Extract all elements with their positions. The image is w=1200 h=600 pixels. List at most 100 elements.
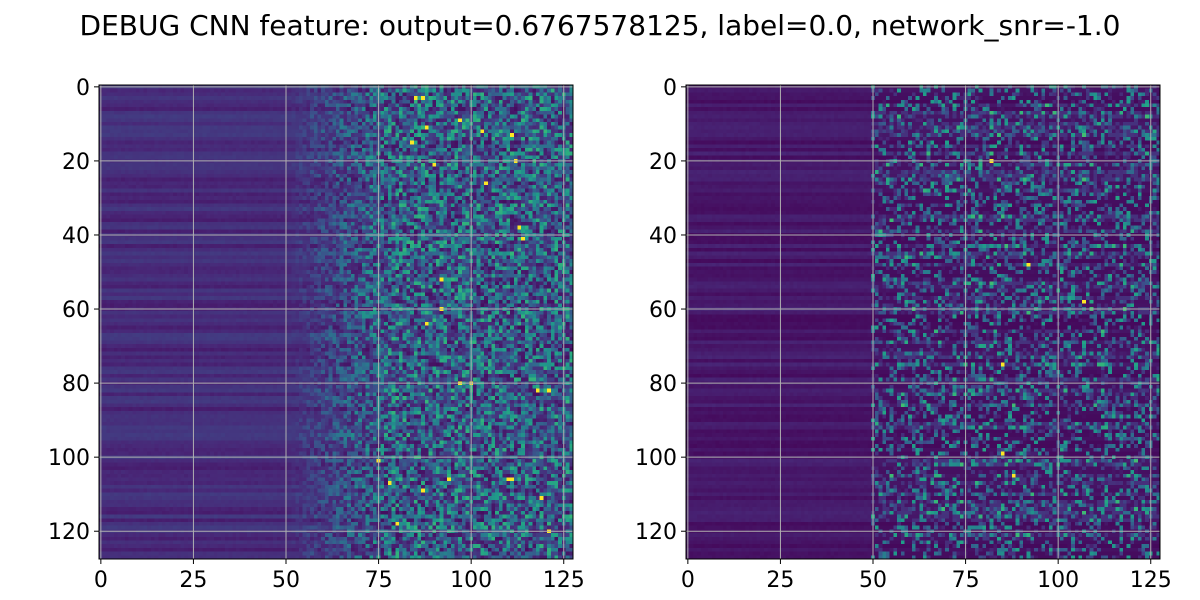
heatmap-cell (436, 181, 440, 185)
heatmap-cell (554, 189, 558, 193)
heatmap-cell (125, 215, 129, 219)
heatmap-cell (206, 152, 210, 156)
heatmap-cell (210, 144, 214, 148)
heatmap-cell (432, 200, 436, 204)
heatmap-cell (340, 178, 344, 182)
heatmap-cell (262, 166, 266, 170)
heatmap-cell (232, 152, 236, 156)
heatmap-cell (543, 192, 547, 196)
heatmap-cell (266, 89, 270, 93)
heatmap-cell (232, 118, 236, 122)
heatmap-cell (258, 152, 262, 156)
heatmap-cell (480, 141, 484, 145)
heatmap-cell (380, 92, 384, 96)
heatmap-cell (384, 111, 388, 115)
heatmap-cell (380, 200, 384, 204)
heatmap-cell (347, 129, 351, 133)
heatmap-cell (110, 111, 114, 115)
heatmap-cell (218, 185, 222, 189)
heatmap-cell (429, 174, 433, 178)
heatmap-cell (473, 155, 477, 159)
heatmap-cell (232, 174, 236, 178)
heatmap-cell (184, 163, 188, 167)
heatmap-cell (243, 152, 247, 156)
heatmap-cell (206, 211, 210, 215)
heatmap-cell (210, 178, 214, 182)
heatmap-cell (495, 100, 499, 104)
heatmap-cell (232, 100, 236, 104)
heatmap-cell (236, 107, 240, 111)
heatmap-cell (188, 148, 192, 152)
heatmap-cell (499, 200, 503, 204)
heatmap-cell (299, 96, 303, 100)
heatmap-cell (403, 152, 407, 156)
heatmap-cell (273, 207, 277, 211)
heatmap-cell (473, 170, 477, 174)
heatmap-cell (147, 155, 151, 159)
heatmap-cell (525, 178, 529, 182)
heatmap-cell (162, 137, 166, 141)
heatmap-cell (543, 144, 547, 148)
heatmap-cell (529, 166, 533, 170)
heatmap-cell (358, 200, 362, 204)
heatmap-cell (347, 200, 351, 204)
heatmap-cell (499, 118, 503, 122)
heatmap-cell (425, 96, 429, 100)
heatmap-cell (540, 163, 544, 167)
heatmap-cell (347, 148, 351, 152)
heatmap-cell (521, 144, 525, 148)
heatmap-cell (229, 137, 233, 141)
heatmap-cell (236, 144, 240, 148)
heatmap-cell (292, 185, 296, 189)
heatmap-cell (488, 192, 492, 196)
heatmap-cell (503, 144, 507, 148)
heatmap-cell (566, 200, 570, 204)
heatmap-cell (406, 141, 410, 145)
heatmap-cell (351, 152, 355, 156)
heatmap-cell (206, 189, 210, 193)
heatmap-cell (551, 115, 555, 119)
heatmap-cell (436, 152, 440, 156)
heatmap-cell (403, 144, 407, 148)
heatmap-cell (536, 107, 540, 111)
heatmap-cell (106, 211, 110, 215)
heatmap-cell (206, 155, 210, 159)
heatmap-cell (266, 207, 270, 211)
heatmap-cell (514, 166, 518, 170)
heatmap-cell (199, 137, 203, 141)
heatmap-cell (188, 115, 192, 119)
heatmap-cell (329, 115, 333, 119)
heatmap-cell (180, 148, 184, 152)
heatmap-cell (232, 141, 236, 145)
heatmap-cell (180, 181, 184, 185)
heatmap-cell (155, 215, 159, 219)
heatmap-cell (455, 189, 459, 193)
heatmap-cell (110, 152, 114, 156)
heatmap-cell (147, 111, 151, 115)
heatmap-cell (466, 181, 470, 185)
heatmap-cell (447, 178, 451, 182)
heatmap-cell (480, 155, 484, 159)
heatmap-cell (110, 129, 114, 133)
heatmap-cell (369, 100, 373, 104)
heatmap-cell (399, 118, 403, 122)
heatmap-cell (436, 126, 440, 130)
heatmap-cell (103, 129, 107, 133)
heatmap-cell (510, 89, 514, 93)
heatmap-cell (247, 96, 251, 100)
heatmap-cell (477, 211, 481, 215)
heatmap-cell (199, 163, 203, 167)
heatmap-cell (147, 100, 151, 104)
heatmap-cell (514, 204, 518, 208)
heatmap-cell (121, 144, 125, 148)
heatmap-cell (195, 96, 199, 100)
heatmap-cell (355, 111, 359, 115)
heatmap-cell (447, 166, 451, 170)
heatmap-cell (406, 185, 410, 189)
heatmap-cell (306, 155, 310, 159)
heatmap-cell (299, 211, 303, 215)
heatmap-cell (506, 144, 510, 148)
heatmap-cell (214, 148, 218, 152)
heatmap-cell (495, 192, 499, 196)
heatmap-cell (103, 163, 107, 167)
